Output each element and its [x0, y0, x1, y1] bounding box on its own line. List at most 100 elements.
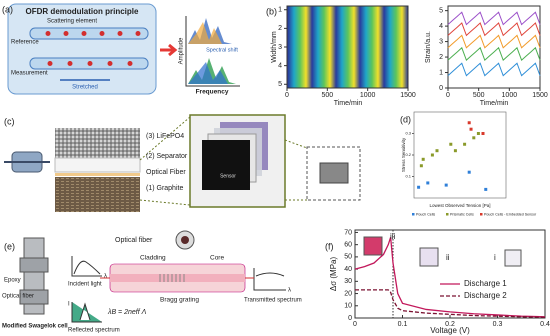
- frame: [447, 5, 541, 89]
- panel-label: (c): [4, 116, 15, 126]
- y-tick-label: 4: [439, 23, 443, 30]
- x-tick-label: 0.2: [445, 321, 455, 328]
- annotation: Measurement: [11, 71, 48, 77]
- y-tick-label: 70: [344, 229, 352, 236]
- layer-label: (2) Separator: [146, 153, 188, 160]
- annotation: Spectral shift: [206, 47, 238, 53]
- layer-label: (1) Graphite: [146, 185, 183, 192]
- arrow: [160, 43, 178, 57]
- y-tick-label: 30: [344, 278, 352, 285]
- spectrum: [188, 18, 232, 44]
- panel-c: (c) (3) LiFePO4 (2) Separator Optical Fi…: [4, 114, 361, 212]
- series-line: [355, 289, 546, 319]
- y-tick-label: 20: [344, 290, 352, 297]
- stage-icon: [419, 247, 439, 267]
- spectrum: [188, 62, 228, 84]
- y-tick-label: 0.1: [405, 174, 411, 179]
- x-tick-label: 0.4: [540, 321, 550, 328]
- axis-label: Amplitude: [179, 37, 185, 64]
- panel-b: (b) Width/mm Time/min Strain/a.u. Time/m…: [266, 5, 541, 107]
- panel-title: OFDR demodulation principle: [26, 7, 139, 16]
- panel-e: (e) Optical fiber Epoxy Optical fiber Mo…: [2, 230, 302, 334]
- point: [419, 164, 423, 168]
- y-tick-label: 0.2: [405, 152, 411, 157]
- legend-label: Discharge 2: [464, 291, 507, 300]
- panel-label: (d): [400, 114, 411, 124]
- y-tick-label: 2: [278, 25, 282, 32]
- axis-label: Voltage (V): [430, 326, 470, 335]
- fiber-layer: [55, 173, 140, 176]
- panel-a: (a) OFDR demodulation principle Scatteri…: [2, 3, 240, 96]
- series-line: [354, 237, 546, 318]
- y-tick-label: 0.3: [405, 131, 411, 136]
- axis-label: Lowest Observed Tension [Pa]: [430, 203, 491, 208]
- y-tick-label: 3: [278, 44, 282, 51]
- x-tick-label: 1000: [502, 92, 518, 99]
- point: [463, 142, 467, 146]
- axis-label: Frequency: [196, 89, 229, 96]
- point: [467, 121, 471, 125]
- incident-spectrum: [71, 256, 102, 277]
- axis-symbol: λ: [288, 288, 291, 294]
- panel-label: (a): [2, 4, 13, 14]
- stage-label: iii: [390, 232, 396, 241]
- layer-label: (3) LiFePO4: [146, 133, 184, 140]
- x-tick-label: 0: [353, 321, 357, 328]
- annotation: Core: [210, 255, 224, 262]
- point: [472, 136, 476, 140]
- layer-label: Optical Fiber: [146, 169, 186, 176]
- point: [444, 183, 448, 187]
- x-tick-label: 1000: [360, 92, 376, 99]
- panel-label: (e): [4, 241, 15, 251]
- strain-line: [447, 11, 541, 26]
- axis-label: Time/min: [480, 100, 509, 107]
- x-tick-label: 0.1: [398, 321, 408, 328]
- point: [453, 149, 457, 153]
- device-icon: [319, 162, 349, 184]
- spectrum: [188, 22, 222, 44]
- caption: Modified Swagelok cell: [2, 324, 68, 330]
- x-tick-label: 0.3: [493, 321, 503, 328]
- y-tick-label: 4: [278, 62, 282, 69]
- annotation: Optical fiber: [115, 237, 153, 244]
- y-tick-label: 10: [344, 303, 352, 310]
- panel-f: (f) Δσ (MPa) Voltage (V): [325, 229, 546, 335]
- x-tick-label: 1500: [400, 92, 416, 99]
- annotation: Scattering element: [47, 19, 97, 25]
- axis-label: Width/mm: [271, 31, 278, 63]
- axis-label: Time/min: [334, 100, 363, 107]
- heatmap: [287, 6, 408, 88]
- point: [469, 127, 473, 131]
- y-tick-label: 0: [348, 315, 352, 322]
- cathode-layer: [55, 128, 140, 158]
- annotation: Bragg grating: [160, 297, 199, 304]
- transmitted-spectrum: [253, 268, 286, 291]
- point: [430, 153, 434, 157]
- legend-swatch: [480, 213, 483, 216]
- panel-label: (f): [325, 241, 334, 251]
- stage-icon: [504, 249, 522, 267]
- annotation: Transmitted spectrum: [244, 298, 302, 304]
- scatter-dots: [45, 31, 141, 66]
- legend-swatch: [412, 213, 415, 216]
- point: [417, 185, 421, 189]
- strain-line: [447, 62, 541, 77]
- y-tick-label: 0: [439, 85, 443, 92]
- annotation: Optical fiber: [2, 294, 34, 300]
- zoom-box: [306, 146, 361, 201]
- point: [426, 181, 430, 185]
- annotation: Epoxy: [4, 278, 21, 284]
- axis-symbol: λ: [104, 274, 107, 280]
- separator-layer: [54, 157, 141, 173]
- sensor-square: [202, 140, 250, 190]
- zoom-lines: [139, 116, 308, 206]
- strain-line: [447, 46, 541, 62]
- y-tick-label: 1: [278, 7, 282, 14]
- annotation: Reference: [11, 40, 39, 46]
- legend-label: Pouch Cells - Embedded Sensor: [484, 212, 537, 216]
- cell-image: [19, 289, 49, 305]
- formula: λB = 2neff Λ: [107, 309, 147, 316]
- stage-icon: [363, 236, 383, 256]
- point: [421, 157, 425, 161]
- axis-label: Stress Sensitivity: [401, 137, 406, 172]
